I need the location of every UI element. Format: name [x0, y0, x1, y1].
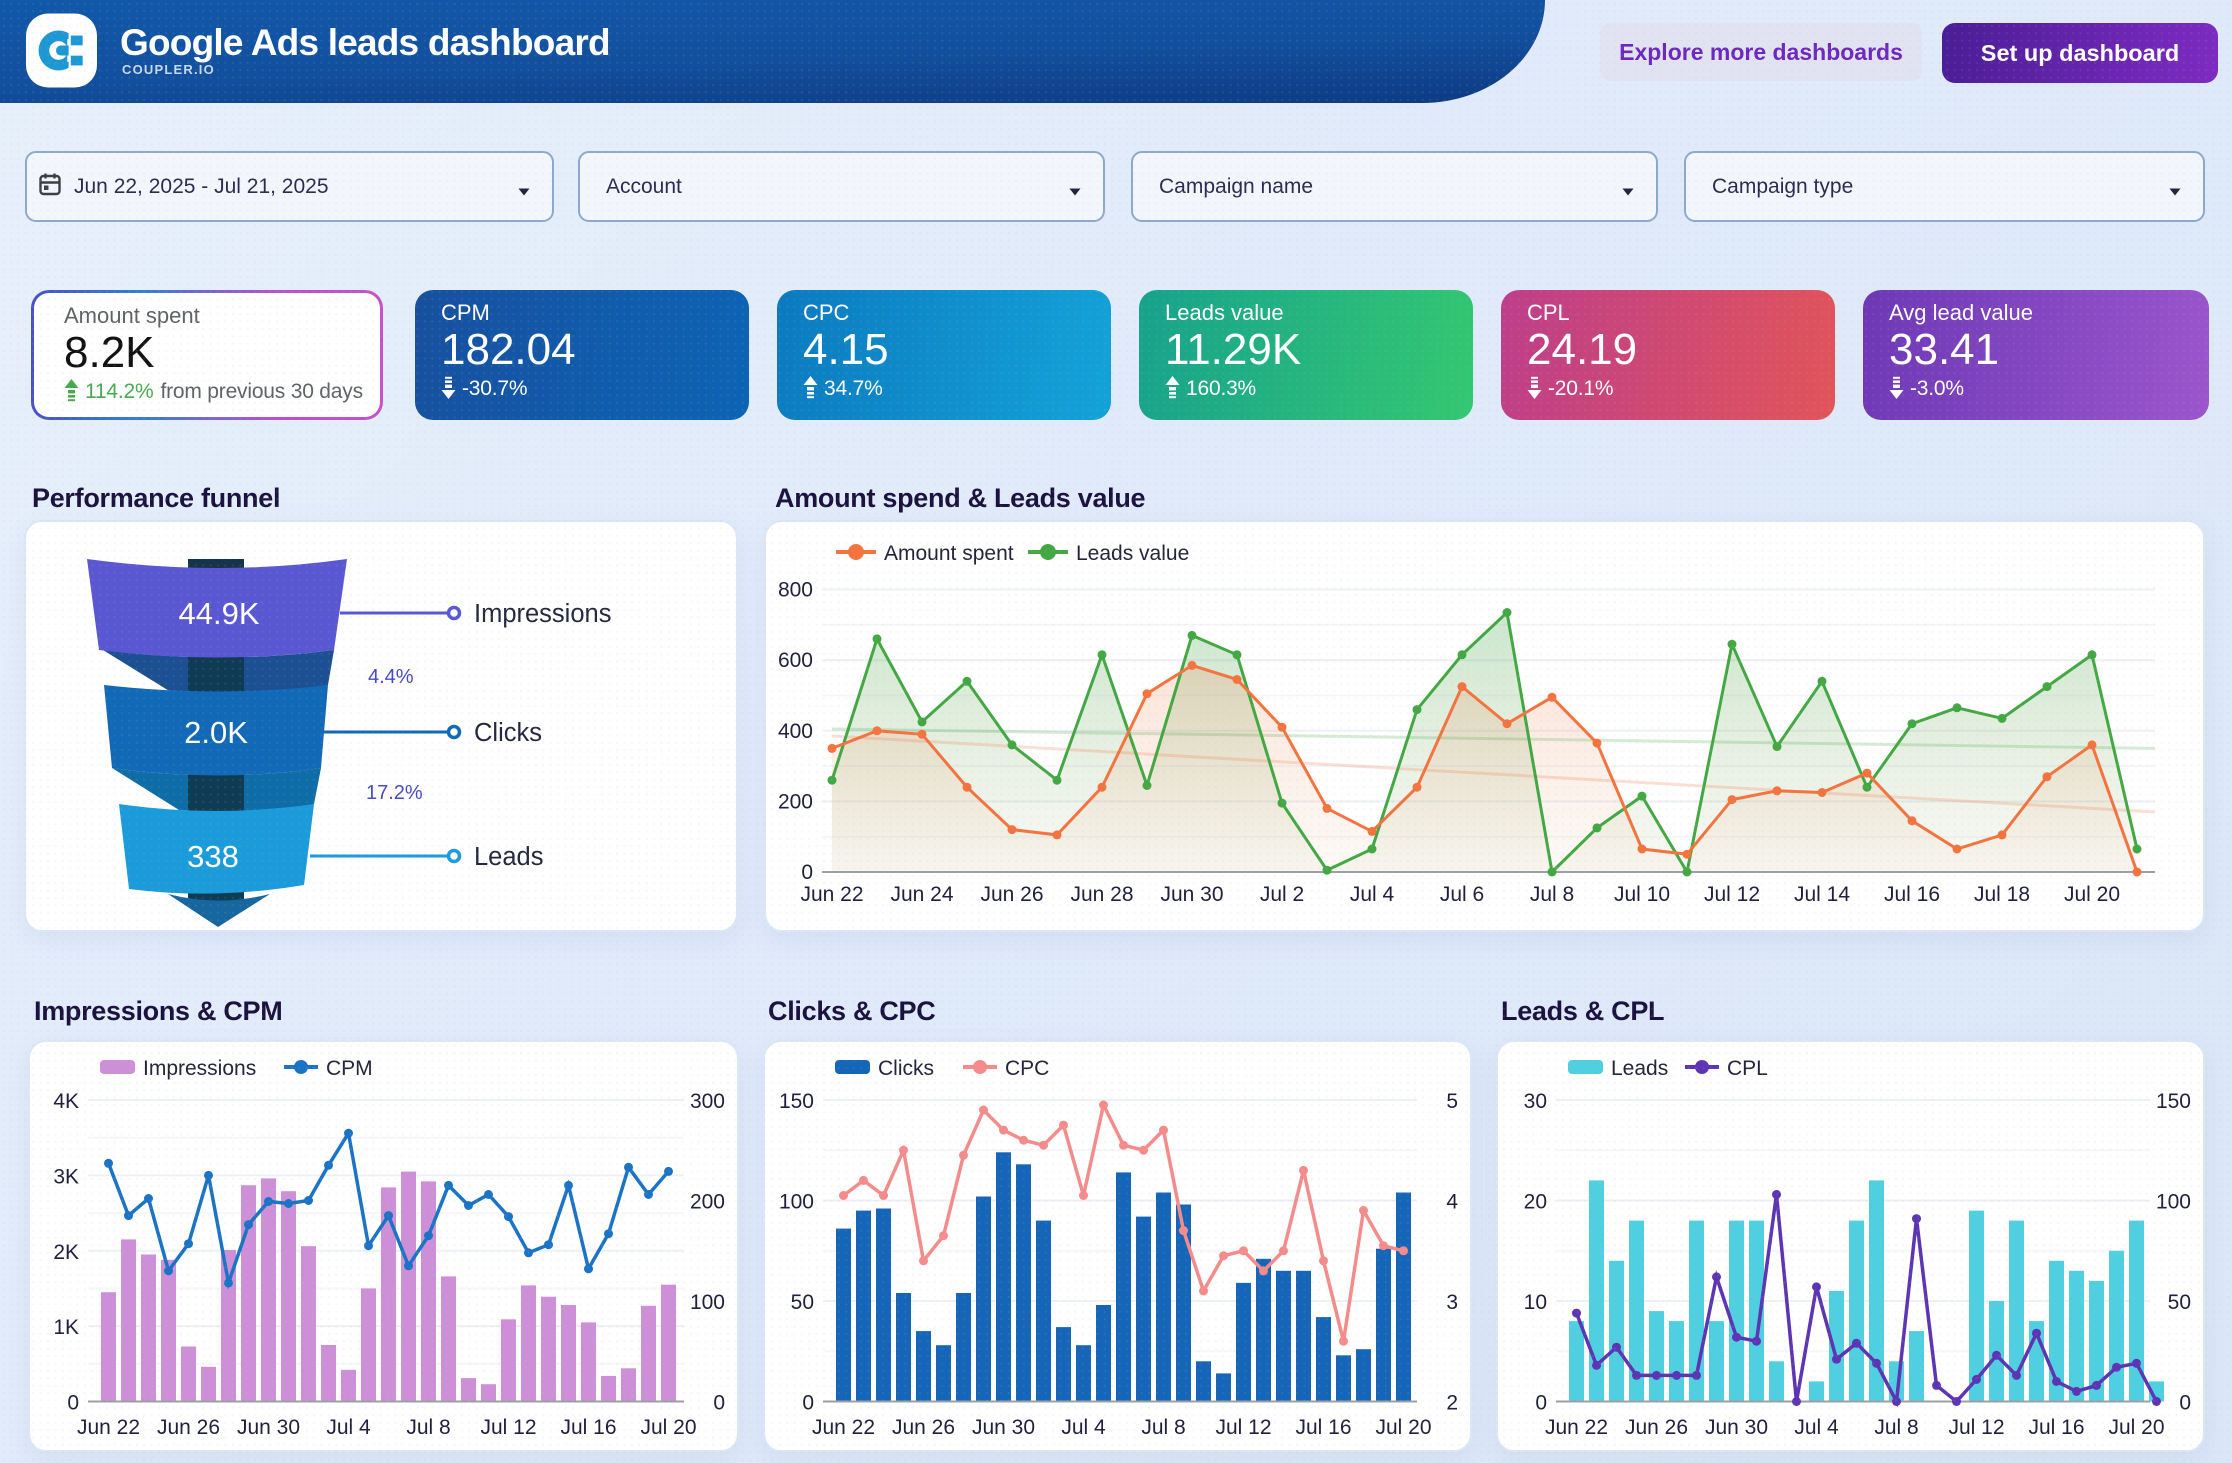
- svg-text:0: 0: [67, 1392, 79, 1415]
- svg-text:20: 20: [1524, 1191, 1547, 1214]
- svg-text:Jul 20: Jul 20: [2108, 1416, 2164, 1439]
- svg-text:Jun 26: Jun 26: [892, 1416, 955, 1439]
- svg-text:Jul 12: Jul 12: [1215, 1416, 1271, 1439]
- svg-text:Jul 2: Jul 2: [1260, 883, 1304, 906]
- svg-text:17.2%: 17.2%: [366, 782, 423, 804]
- svg-text:338: 338: [187, 839, 239, 874]
- svg-text:10: 10: [1524, 1291, 1547, 1314]
- svg-text:2: 2: [1446, 1392, 1458, 1415]
- svg-text:Jul 8: Jul 8: [1874, 1416, 1918, 1439]
- svg-text:Jul 4: Jul 4: [1061, 1416, 1106, 1439]
- svg-text:Jul 12: Jul 12: [480, 1416, 536, 1439]
- svg-text:100: 100: [2156, 1191, 2191, 1214]
- svg-text:400: 400: [778, 720, 813, 743]
- svg-text:Jul 8: Jul 8: [1141, 1416, 1185, 1439]
- svg-text:Jul 12: Jul 12: [1704, 883, 1760, 906]
- svg-text:Jul 4: Jul 4: [326, 1416, 371, 1439]
- svg-text:Jul 18: Jul 18: [1974, 883, 2030, 906]
- svg-text:CPM: CPM: [326, 1057, 373, 1080]
- svg-text:2K: 2K: [53, 1241, 79, 1264]
- svg-text:CPC: CPC: [1005, 1057, 1049, 1080]
- svg-text:Jun 22: Jun 22: [77, 1416, 140, 1439]
- svg-text:Clicks: Clicks: [878, 1057, 934, 1080]
- svg-text:Jul 20: Jul 20: [2064, 883, 2120, 906]
- svg-text:4K: 4K: [53, 1090, 79, 1113]
- svg-text:Jun 26: Jun 26: [980, 883, 1043, 906]
- svg-text:Leads: Leads: [474, 843, 543, 871]
- svg-text:4.4%: 4.4%: [368, 666, 414, 688]
- svg-text:200: 200: [690, 1191, 725, 1214]
- svg-text:Jun 22: Jun 22: [1545, 1416, 1608, 1439]
- svg-text:0: 0: [801, 861, 813, 884]
- svg-text:Jun 22: Jun 22: [812, 1416, 875, 1439]
- svg-text:Jul 4: Jul 4: [1794, 1416, 1839, 1439]
- svg-text:Jul 20: Jul 20: [640, 1416, 696, 1439]
- svg-text:CPL: CPL: [1727, 1057, 1768, 1080]
- svg-text:200: 200: [778, 790, 813, 813]
- svg-text:Jul 16: Jul 16: [560, 1416, 616, 1439]
- svg-text:50: 50: [2168, 1291, 2191, 1314]
- svg-text:Leads: Leads: [1611, 1057, 1668, 1080]
- svg-text:Jun 30: Jun 30: [1705, 1416, 1768, 1439]
- svg-text:Leads value: Leads value: [1076, 542, 1189, 565]
- svg-text:Jul 12: Jul 12: [1948, 1416, 2004, 1439]
- svg-text:150: 150: [2156, 1090, 2191, 1113]
- svg-text:600: 600: [778, 649, 813, 672]
- svg-text:0: 0: [802, 1392, 814, 1415]
- svg-text:Jun 26: Jun 26: [1625, 1416, 1688, 1439]
- svg-text:Jun 22: Jun 22: [800, 883, 863, 906]
- svg-text:0: 0: [713, 1392, 725, 1415]
- svg-text:800: 800: [778, 579, 813, 602]
- svg-text:100: 100: [690, 1291, 725, 1314]
- svg-text:1K: 1K: [53, 1316, 79, 1339]
- svg-text:0: 0: [2179, 1392, 2191, 1415]
- svg-text:Clicks: Clicks: [474, 719, 542, 747]
- svg-text:50: 50: [791, 1291, 814, 1314]
- svg-text:Jul 6: Jul 6: [1440, 883, 1484, 906]
- svg-text:Impressions: Impressions: [474, 600, 611, 628]
- svg-text:Jul 8: Jul 8: [1530, 883, 1574, 906]
- svg-text:Jul 14: Jul 14: [1794, 883, 1850, 906]
- svg-text:Jun 30: Jun 30: [972, 1416, 1035, 1439]
- svg-text:2.0K: 2.0K: [184, 715, 248, 750]
- svg-text:Jul 4: Jul 4: [1350, 883, 1395, 906]
- svg-text:Jun 24: Jun 24: [890, 883, 953, 906]
- svg-text:Jun 30: Jun 30: [237, 1416, 300, 1439]
- svg-text:Jun 30: Jun 30: [1160, 883, 1223, 906]
- svg-text:4: 4: [1446, 1191, 1458, 1214]
- svg-text:30: 30: [1524, 1090, 1547, 1113]
- svg-text:44.9K: 44.9K: [178, 596, 259, 631]
- svg-text:Jul 16: Jul 16: [1295, 1416, 1351, 1439]
- svg-text:5: 5: [1446, 1090, 1458, 1113]
- svg-text:150: 150: [779, 1090, 814, 1113]
- svg-text:3: 3: [1446, 1291, 1458, 1314]
- svg-text:100: 100: [779, 1191, 814, 1214]
- svg-text:Jun 28: Jun 28: [1070, 883, 1133, 906]
- svg-text:Jul 16: Jul 16: [1884, 883, 1940, 906]
- svg-text:0: 0: [1535, 1392, 1547, 1415]
- svg-text:Jul 16: Jul 16: [2028, 1416, 2084, 1439]
- svg-text:Impressions: Impressions: [143, 1057, 256, 1080]
- svg-text:300: 300: [690, 1090, 725, 1113]
- svg-text:3K: 3K: [53, 1165, 79, 1188]
- svg-text:Jul 20: Jul 20: [1375, 1416, 1431, 1439]
- svg-text:Jul 8: Jul 8: [406, 1416, 450, 1439]
- svg-text:Amount spent: Amount spent: [884, 542, 1014, 565]
- svg-text:Jul 10: Jul 10: [1614, 883, 1670, 906]
- svg-text:Jun 26: Jun 26: [157, 1416, 220, 1439]
